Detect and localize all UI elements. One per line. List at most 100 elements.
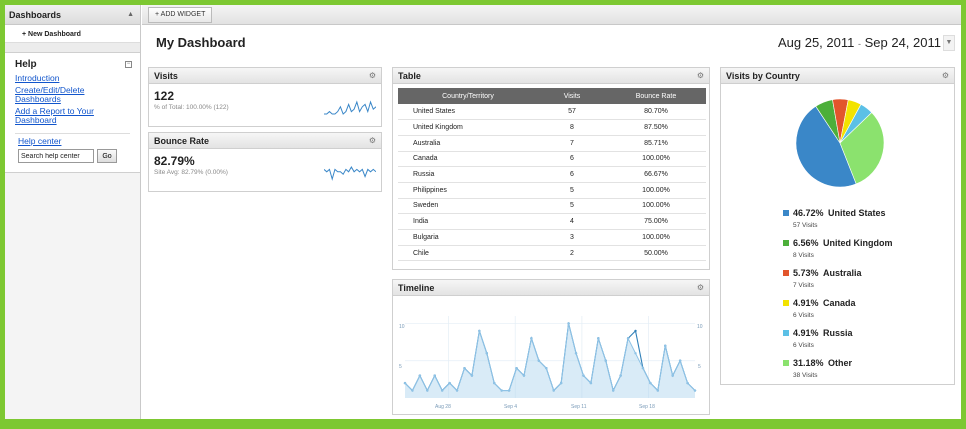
legend-pct: 46.72%	[793, 208, 824, 218]
legend-swatch	[783, 360, 789, 366]
timeline-point	[515, 366, 518, 370]
table-row: Canada 6 100.00%	[398, 151, 706, 168]
timeline-point	[641, 366, 645, 370]
legend-pct: 5.73%	[793, 268, 819, 278]
table-cell-visits: 57	[538, 104, 606, 121]
visits-by-country-widget: Visits by Country ⚙ 46.72% United States…	[720, 67, 955, 385]
timeline-point	[597, 337, 600, 340]
dashboard-frame: Dashboards ▲ + New Dashboard Help − Intr…	[5, 5, 961, 419]
widget-title: Timeline	[398, 283, 435, 293]
table-row: India 4 75.00%	[398, 213, 706, 230]
table-row: United States 57 80.70%	[398, 104, 706, 121]
timeline-area	[405, 323, 695, 398]
table-cell-visits: 5	[538, 198, 606, 215]
date-dropdown-icon[interactable]: ▼	[943, 35, 955, 51]
y-tick-label-right: 10	[697, 324, 703, 330]
timeline-point	[626, 337, 630, 340]
gear-icon[interactable]: ⚙	[368, 71, 376, 80]
legend-visits: 7 Visits	[793, 282, 814, 289]
gear-icon[interactable]: ⚙	[368, 136, 376, 145]
sidebar-divider	[5, 43, 140, 53]
widget-header: Table ⚙	[393, 68, 709, 84]
timeline-point	[418, 374, 422, 377]
toolbar: + ADD WIDGET	[142, 5, 961, 25]
timeline-point	[552, 389, 555, 392]
visits-value: 122	[154, 89, 175, 103]
timeline-widget: Timeline ⚙ 10 10 5 5 Aug 28 Sep 4 Sep 11…	[392, 279, 710, 415]
help-center-link[interactable]: Help center	[18, 136, 62, 146]
y-tick-label: 10	[399, 324, 405, 330]
sidebar: Dashboards ▲ + New Dashboard Help − Intr…	[5, 5, 141, 419]
table-row: Australia 7 85.71%	[398, 135, 706, 152]
table-cell-country: India	[398, 213, 538, 230]
help-panel: Help − Introduction Create/Edit/Delete D…	[5, 53, 140, 173]
help-link-create-edit-delete[interactable]: Create/Edit/Delete Dashboards	[15, 85, 85, 104]
gear-icon[interactable]: ⚙	[696, 283, 704, 292]
legend-item: 4.91% Canada 6 Visits	[783, 293, 856, 319]
column-header[interactable]: Bounce Rate	[606, 88, 706, 104]
legend-visits: 6 Visits	[793, 312, 814, 319]
minimize-icon[interactable]: −	[125, 61, 132, 68]
table-cell-country: Sweden	[398, 198, 538, 215]
widget-title: Table	[398, 71, 421, 81]
legend-name: Other	[827, 358, 852, 368]
table-cell-bounce: 75.00%	[606, 213, 706, 230]
timeline-point	[664, 344, 667, 348]
table-cell-country: Canada	[398, 151, 538, 168]
legend-pct: 4.91%	[793, 328, 819, 338]
help-title: Help	[15, 59, 37, 70]
column-header[interactable]: Visits	[538, 88, 606, 104]
timeline-point	[582, 374, 585, 377]
new-dashboard-link[interactable]: + New Dashboard	[5, 25, 140, 43]
sidebar-header-label: Dashboards	[9, 10, 62, 20]
legend-pct: 31.18%	[793, 358, 824, 368]
timeline-point	[619, 374, 622, 377]
table-header-row: Country/Territory Visits Bounce Rate	[398, 88, 706, 104]
legend-swatch	[783, 240, 789, 246]
table-row: Chile 2 50.00%	[398, 245, 706, 262]
help-search-input[interactable]	[18, 149, 94, 163]
table-cell-visits: 4	[538, 213, 606, 230]
timeline-point	[478, 329, 481, 333]
column-header[interactable]: Country/Territory	[398, 88, 538, 104]
timeline-point	[678, 359, 682, 362]
help-link-introduction[interactable]: Introduction	[15, 73, 60, 83]
add-widget-button[interactable]: + ADD WIDGET	[148, 7, 213, 23]
gear-icon[interactable]: ⚙	[941, 71, 949, 80]
gear-icon[interactable]: ⚙	[696, 71, 704, 80]
help-link-add-report[interactable]: Add a Report to Your Dashboard	[15, 106, 94, 125]
table-row: Sweden 5 100.00%	[398, 198, 706, 215]
timeline-point	[455, 389, 459, 392]
timeline-series-line	[404, 323, 696, 392]
visits-widget: Visits ⚙ 122 % of Total: 100.00% (122)	[148, 67, 382, 127]
widget-header: Visits by Country ⚙	[721, 68, 954, 84]
visits-sparkline	[324, 100, 376, 115]
timeline-point	[649, 381, 652, 385]
main-area: + ADD WIDGET My Dashboard Aug 25, 2011 -…	[142, 5, 961, 419]
legend-name: United Kingdom	[822, 238, 893, 248]
y-tick-label-right: 5	[698, 364, 701, 370]
sparkline-path	[324, 165, 376, 181]
table-cell-visits: 7	[538, 135, 606, 152]
date-separator: -	[857, 39, 861, 49]
legend-visits: 6 Visits	[793, 342, 814, 349]
timeline-point	[574, 352, 578, 355]
table-cell-country: Philippines	[398, 182, 538, 199]
timeline-point	[671, 374, 674, 377]
table-cell-visits: 6	[538, 166, 606, 183]
legend-name: United States	[827, 208, 886, 218]
collapse-arrow-icon[interactable]: ▲	[127, 11, 134, 18]
timeline-point	[448, 381, 451, 385]
table-cell-bounce: 100.00%	[606, 198, 706, 215]
x-tick-label: Aug 28	[435, 404, 451, 410]
table-cell-country: Bulgaria	[398, 229, 538, 246]
pie-slice	[795, 105, 857, 188]
table-cell-bounce: 85.71%	[606, 135, 706, 152]
sidebar-dashboards-header[interactable]: Dashboards ▲	[5, 5, 140, 25]
bounce-rate-sparkline	[324, 165, 376, 181]
date-range[interactable]: Aug 25, 2011 - Sep 24, 2011	[778, 35, 941, 50]
timeline-point	[693, 389, 697, 392]
timeline-point	[656, 389, 660, 392]
timeline-point	[463, 366, 466, 370]
help-search-go-button[interactable]: Go	[97, 149, 117, 163]
